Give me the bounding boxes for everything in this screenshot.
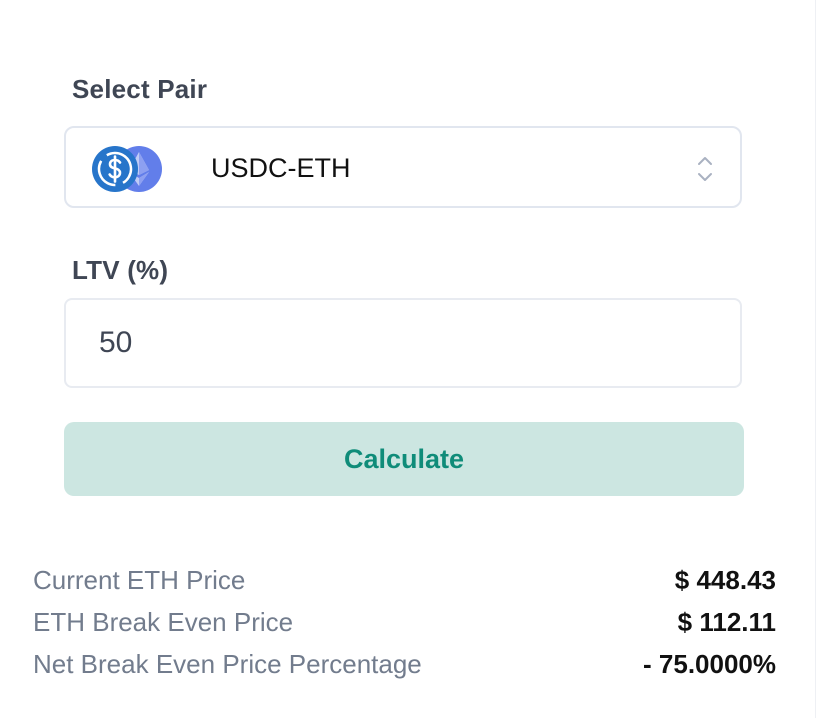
pair-select[interactable]: USDC-ETH <box>64 126 742 208</box>
result-row-current-price: Current ETH Price $ 448.43 <box>33 565 776 607</box>
pair-select-value: USDC-ETH <box>211 153 351 183</box>
current-eth-price-value: $ 448.43 <box>674 565 776 595</box>
ltv-label: LTV (%) <box>72 255 169 285</box>
current-eth-price-label: Current ETH Price <box>33 565 246 595</box>
result-row-break-even-price: ETH Break Even Price $ 112.11 <box>33 607 776 649</box>
calculate-button[interactable]: Calculate <box>64 422 744 496</box>
results-list: Current ETH Price $ 448.43 ETH Break Eve… <box>33 565 776 691</box>
break-even-percentage-label: Net Break Even Price Percentage <box>33 649 422 679</box>
break-even-price-value: $ 112.11 <box>677 607 776 637</box>
break-even-price-label: ETH Break Even Price <box>33 607 294 637</box>
select-pair-label: Select Pair <box>72 74 208 104</box>
break-even-percentage-value: - 75.0000% <box>643 649 776 679</box>
usdc-coin-icon <box>92 146 138 192</box>
chevron-up-down-icon <box>698 157 712 181</box>
result-row-break-even-percentage: Net Break Even Price Percentage - 75.000… <box>33 649 776 691</box>
token-pair-icon <box>92 146 162 192</box>
ltv-input[interactable] <box>64 298 742 388</box>
